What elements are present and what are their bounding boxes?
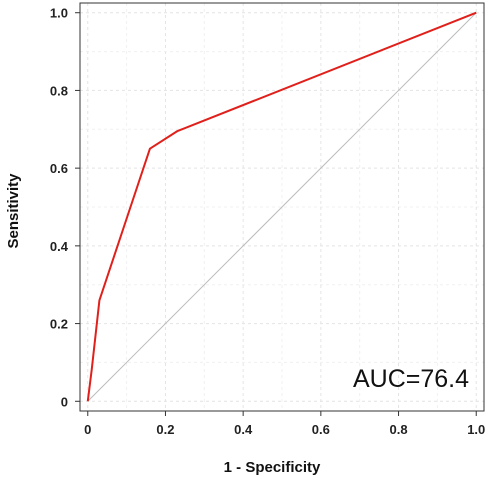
- y-tick-label: 0.4: [50, 239, 69, 254]
- x-tick-label: 0.4: [234, 422, 253, 437]
- x-tick-label: 0.6: [312, 422, 330, 437]
- x-axis: 0 0.2 0.4 0.6 0.8 1.0: [84, 411, 485, 437]
- reference-line-group: [87, 12, 477, 402]
- y-tick-label: 0.2: [50, 317, 68, 332]
- auc-annotation: AUC=76.4: [353, 365, 469, 393]
- reference-diagonal-line: [87, 12, 477, 402]
- y-axis-title: Sensitivity: [5, 173, 22, 249]
- x-axis-title: 1 - Specificity: [224, 459, 321, 476]
- x-tick-label: 0: [84, 422, 91, 437]
- y-tick-label: 0.6: [50, 161, 68, 176]
- x-tick-label: 0.2: [156, 422, 174, 437]
- grid: [80, 3, 484, 411]
- y-tick-label: 0.8: [50, 83, 68, 98]
- y-tick-label: 0: [61, 394, 68, 409]
- x-tick-label: 0.8: [389, 422, 407, 437]
- y-tick-label: 1.0: [50, 6, 68, 21]
- x-tick-label: 1.0: [467, 422, 485, 437]
- y-axis: 0 0.2 0.4 0.6 0.8 1.0: [50, 6, 80, 409]
- roc-curve-line: [86, 11, 477, 402]
- series-group: [86, 11, 477, 402]
- plot-frame: [79, 2, 485, 412]
